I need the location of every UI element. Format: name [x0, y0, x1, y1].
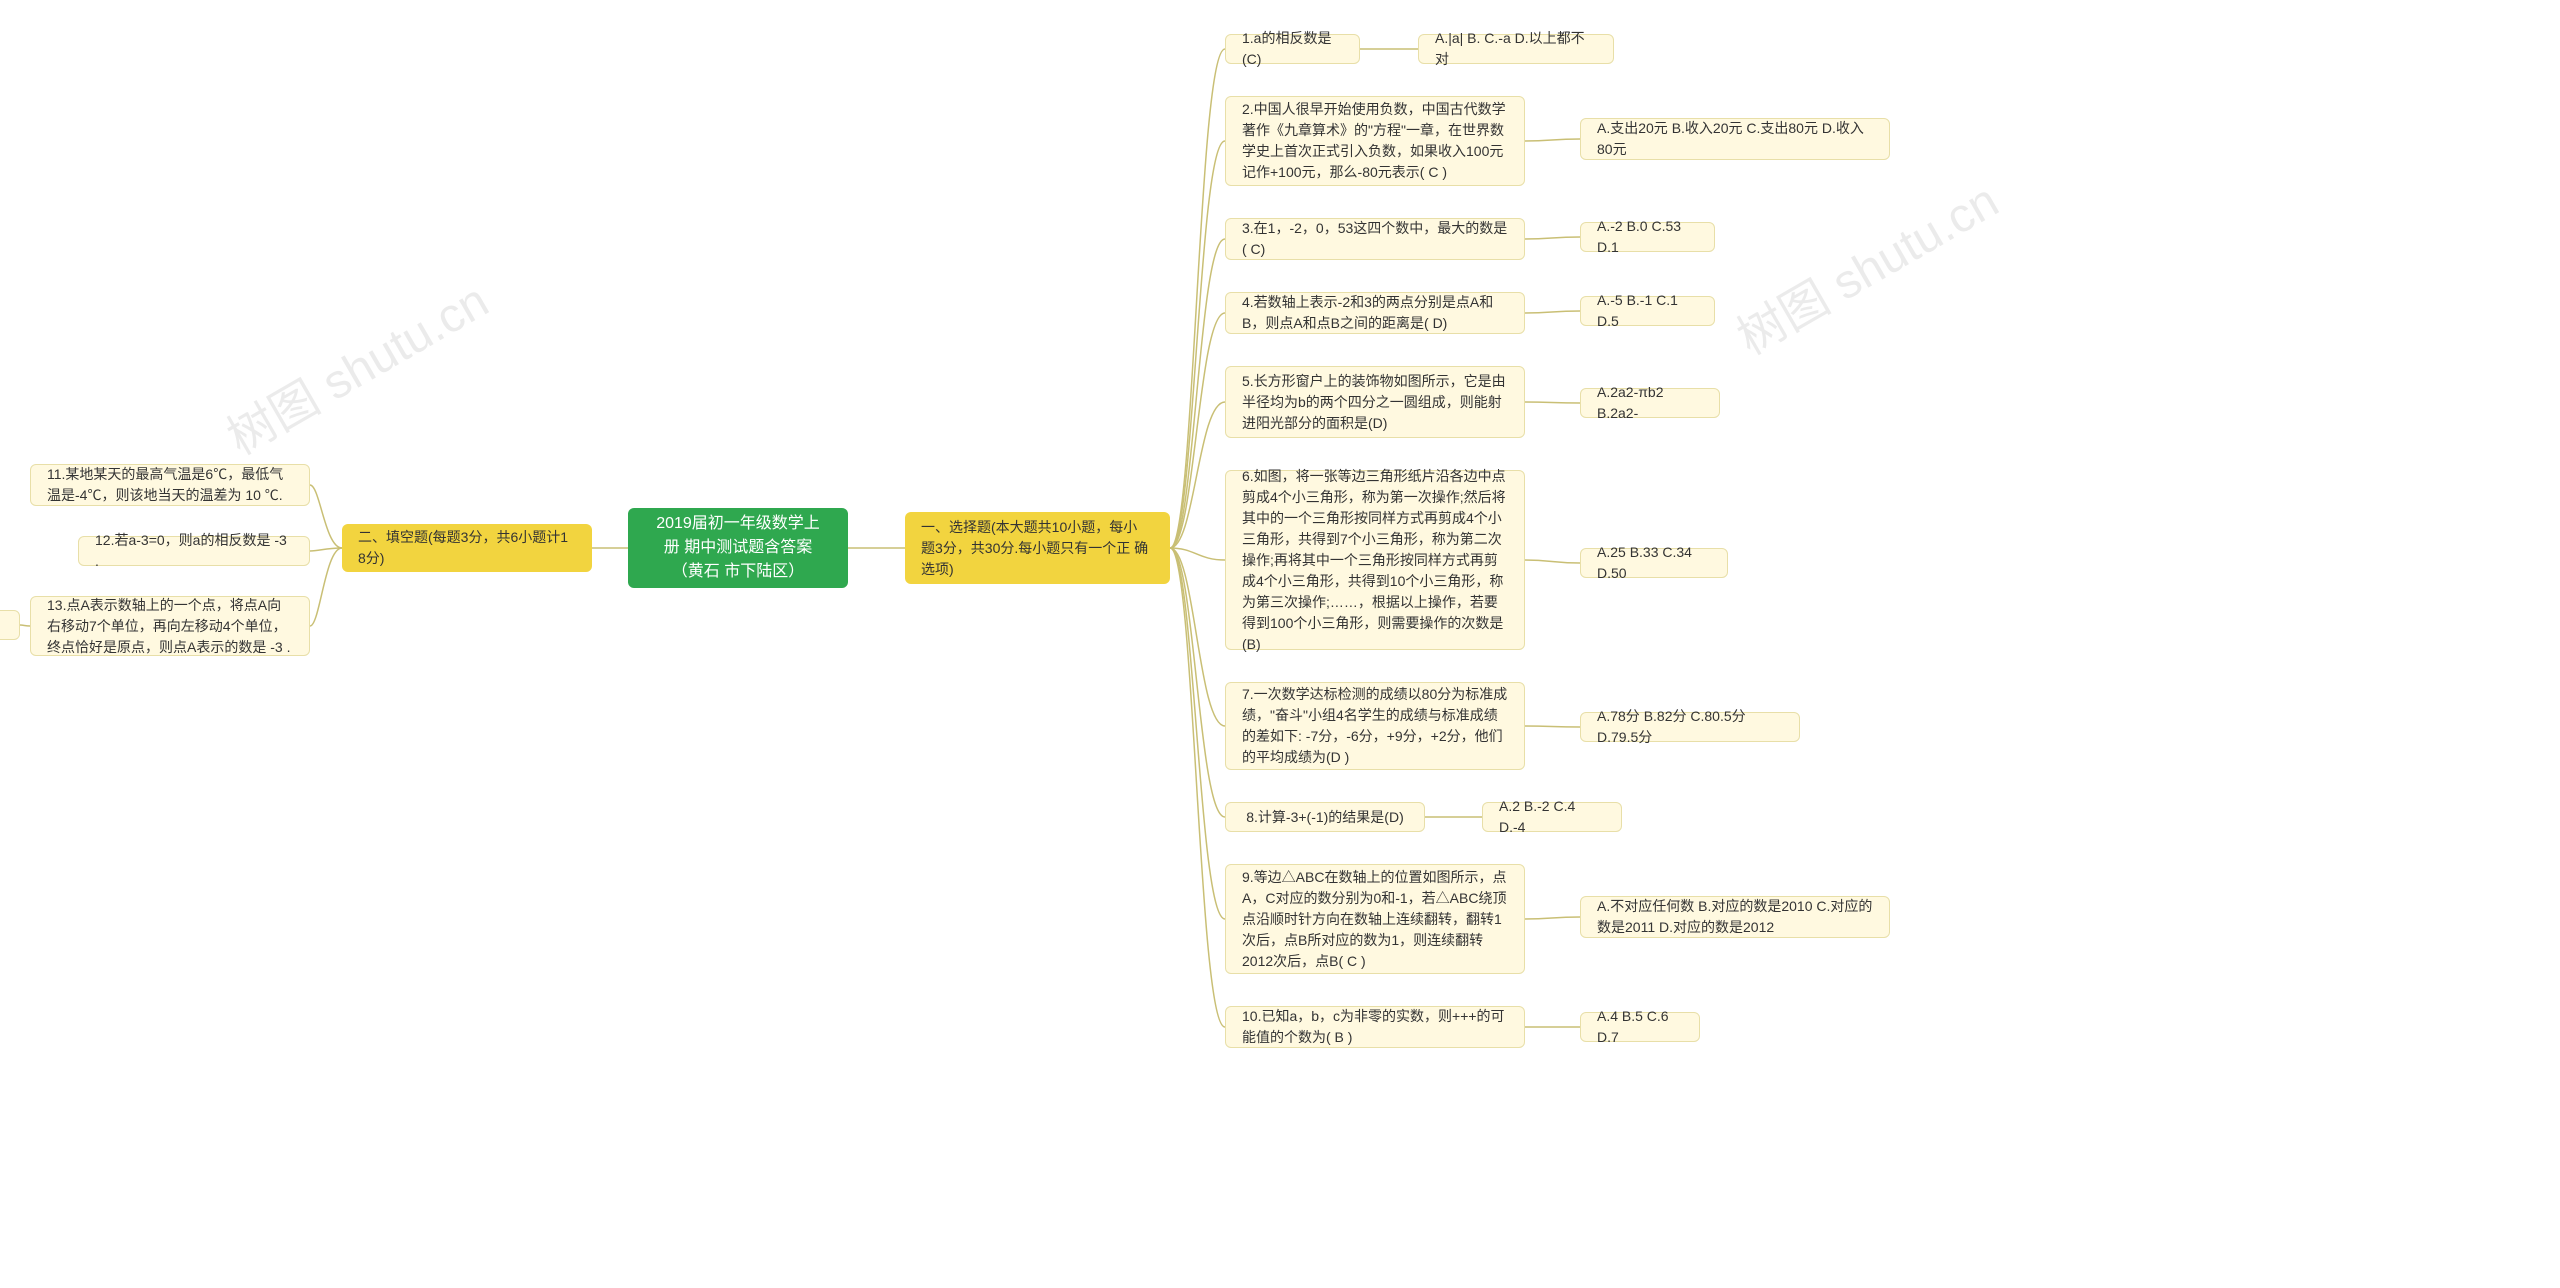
answer-node: A.25 B.33 C.34 D.50 — [1580, 548, 1728, 578]
answer-node: A.2a2-πb2 B.2a2- — [1580, 388, 1720, 418]
question-node: 3.在1，-2，0，53这四个数中，最大的数是( C) — [1225, 218, 1525, 260]
answer-node: A.4 B.5 C.6 D.7 — [1580, 1012, 1700, 1042]
answer-node: A.2 B.-2 C.4 D.-4 — [1482, 802, 1622, 832]
question-node: 9.等边△ABC在数轴上的位置如图所示，点A，C对应的数分别为0和-1，若△AB… — [1225, 864, 1525, 974]
fill-node: 13.点A表示数轴上的一个点，将点A向右移动7个单位，再向左移动4个单位，终点恰… — [30, 596, 310, 656]
answer-node: A.-2 B.0 C.53 D.1 — [1580, 222, 1715, 252]
question-node: 5.长方形窗户上的装饰物如图所示，它是由半径均为b的两个四分之一圆组成，则能射进… — [1225, 366, 1525, 438]
question-node: 2.中国人很早开始使用负数，中国古代数学著作《九章算术》的"方程"一章，在世界数… — [1225, 96, 1525, 186]
answer-node: A.78分 B.82分 C.80.5分 D.79.5分 — [1580, 712, 1800, 742]
question-node: 1.a的相反数是(C) — [1225, 34, 1360, 64]
fill-node: 12.若a-3=0，则a的相反数是 -3 . — [78, 536, 310, 566]
question-node: 6.如图，将一张等边三角形纸片沿各边中点剪成4个小三角形，称为第一次操作;然后将… — [1225, 470, 1525, 650]
answer-node: A.支出20元 B.收入20元 C.支出80元 D.收入80元 — [1580, 118, 1890, 160]
answer-node: A.-5 B.-1 C.1 D.5 — [1580, 296, 1715, 326]
answer-node: A.不对应任何数 B.对应的数是2010 C.对应的数是2011 D.对应的数是… — [1580, 896, 1890, 938]
question-node: 10.已知a，b，c为非零的实数，则+++的可能值的个数为( B ) — [1225, 1006, 1525, 1048]
branch-right-heading: 一、选择题(本大题共10小题，每小 题3分，共30分.每小题只有一个正 确选项) — [905, 512, 1170, 584]
center-node: 2019届初一年级数学上册 期中测试题含答案（黄石 市下陆区） — [628, 508, 848, 588]
editor-note: （实习编辑：李倩） — [0, 610, 20, 640]
watermark-text: 树图 shutu.cn — [212, 262, 499, 468]
watermark-text: 树图 shutu.cn — [1722, 162, 2009, 368]
question-node: 7.一次数学达标检测的成绩以80分为标准成绩，"奋斗"小组4名学生的成绩与标准成… — [1225, 682, 1525, 770]
answer-node: A.|a| B. C.-a D.以上都不对 — [1418, 34, 1614, 64]
question-node: 4.若数轴上表示-2和3的两点分别是点A和B，则点A和点B之间的距离是( D) — [1225, 292, 1525, 334]
branch-left-heading: 二、填空题(每题3分，共6小题计1 8分) — [342, 524, 592, 572]
question-node: 8.计算-3+(-1)的结果是(D) — [1225, 802, 1425, 832]
fill-node: 11.某地某天的最高气温是6℃，最低气温是-4℃，则该地当天的温差为 10 ℃. — [30, 464, 310, 506]
